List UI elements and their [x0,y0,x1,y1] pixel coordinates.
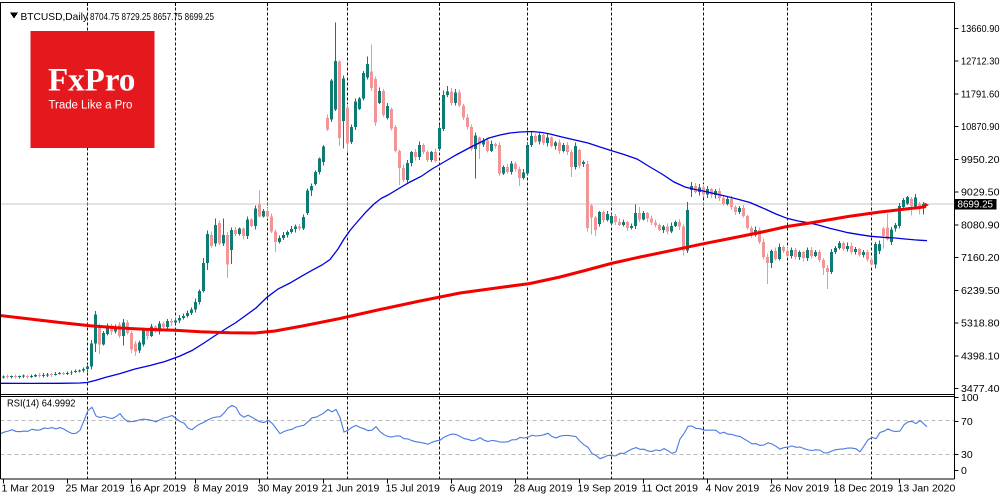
svg-text:9029.50: 9029.50 [961,187,1000,199]
svg-text:11 Oct 2019: 11 Oct 2019 [642,483,699,495]
svg-text:8 May 2019: 8 May 2019 [194,483,249,495]
svg-text:30 May 2019: 30 May 2019 [258,483,319,495]
svg-text:8704.75 8729.25 8657.75 8699.2: 8704.75 8729.25 8657.75 8699.25 [90,11,214,23]
svg-text:5318.80: 5318.80 [961,318,1000,330]
svg-text:9950.20: 9950.20 [961,154,1000,166]
svg-text:RSI(14) 64.9992: RSI(14) 64.9992 [7,398,76,410]
svg-text:10870.90: 10870.90 [961,121,1000,133]
svg-text:26 Nov 2019: 26 Nov 2019 [770,483,830,495]
svg-text:28 Aug 2019: 28 Aug 2019 [514,483,573,495]
svg-text:6239.50: 6239.50 [961,285,1000,297]
svg-text:13660.90: 13660.90 [961,23,1000,35]
svg-text:4398.10: 4398.10 [961,350,1000,362]
svg-text:15 Jul 2019: 15 Jul 2019 [386,483,440,495]
svg-text:21 Jun 2019: 21 Jun 2019 [322,483,380,495]
svg-text:18 Dec 2019: 18 Dec 2019 [834,483,894,495]
svg-text:0: 0 [961,465,967,477]
svg-text:12712.30: 12712.30 [961,56,1000,68]
svg-text:6 Aug 2019: 6 Aug 2019 [450,483,503,495]
svg-text:100: 100 [961,392,979,404]
svg-text:19 Sep 2019: 19 Sep 2019 [578,483,638,495]
svg-text:1 Mar 2019: 1 Mar 2019 [2,483,55,495]
svg-text:16 Apr 2019: 16 Apr 2019 [130,483,187,495]
svg-text:8080.90: 8080.90 [961,219,1000,231]
svg-text:13 Jan 2020: 13 Jan 2020 [898,483,956,495]
svg-text:70: 70 [961,416,973,428]
svg-text:Trade Like a Pro: Trade Like a Pro [49,100,133,112]
svg-text:11791.60: 11791.60 [961,88,1000,100]
svg-text:FxPro: FxPro [48,63,135,99]
svg-text:3477.40: 3477.40 [961,383,1000,395]
svg-text:8699.25: 8699.25 [958,199,994,211]
svg-text:7160.20: 7160.20 [961,252,1000,264]
svg-text:25 Mar 2019: 25 Mar 2019 [66,483,125,495]
svg-text:4 Nov 2019: 4 Nov 2019 [706,483,760,495]
svg-text:30: 30 [961,449,973,461]
svg-text:BTCUSD,Daily: BTCUSD,Daily [21,11,89,23]
